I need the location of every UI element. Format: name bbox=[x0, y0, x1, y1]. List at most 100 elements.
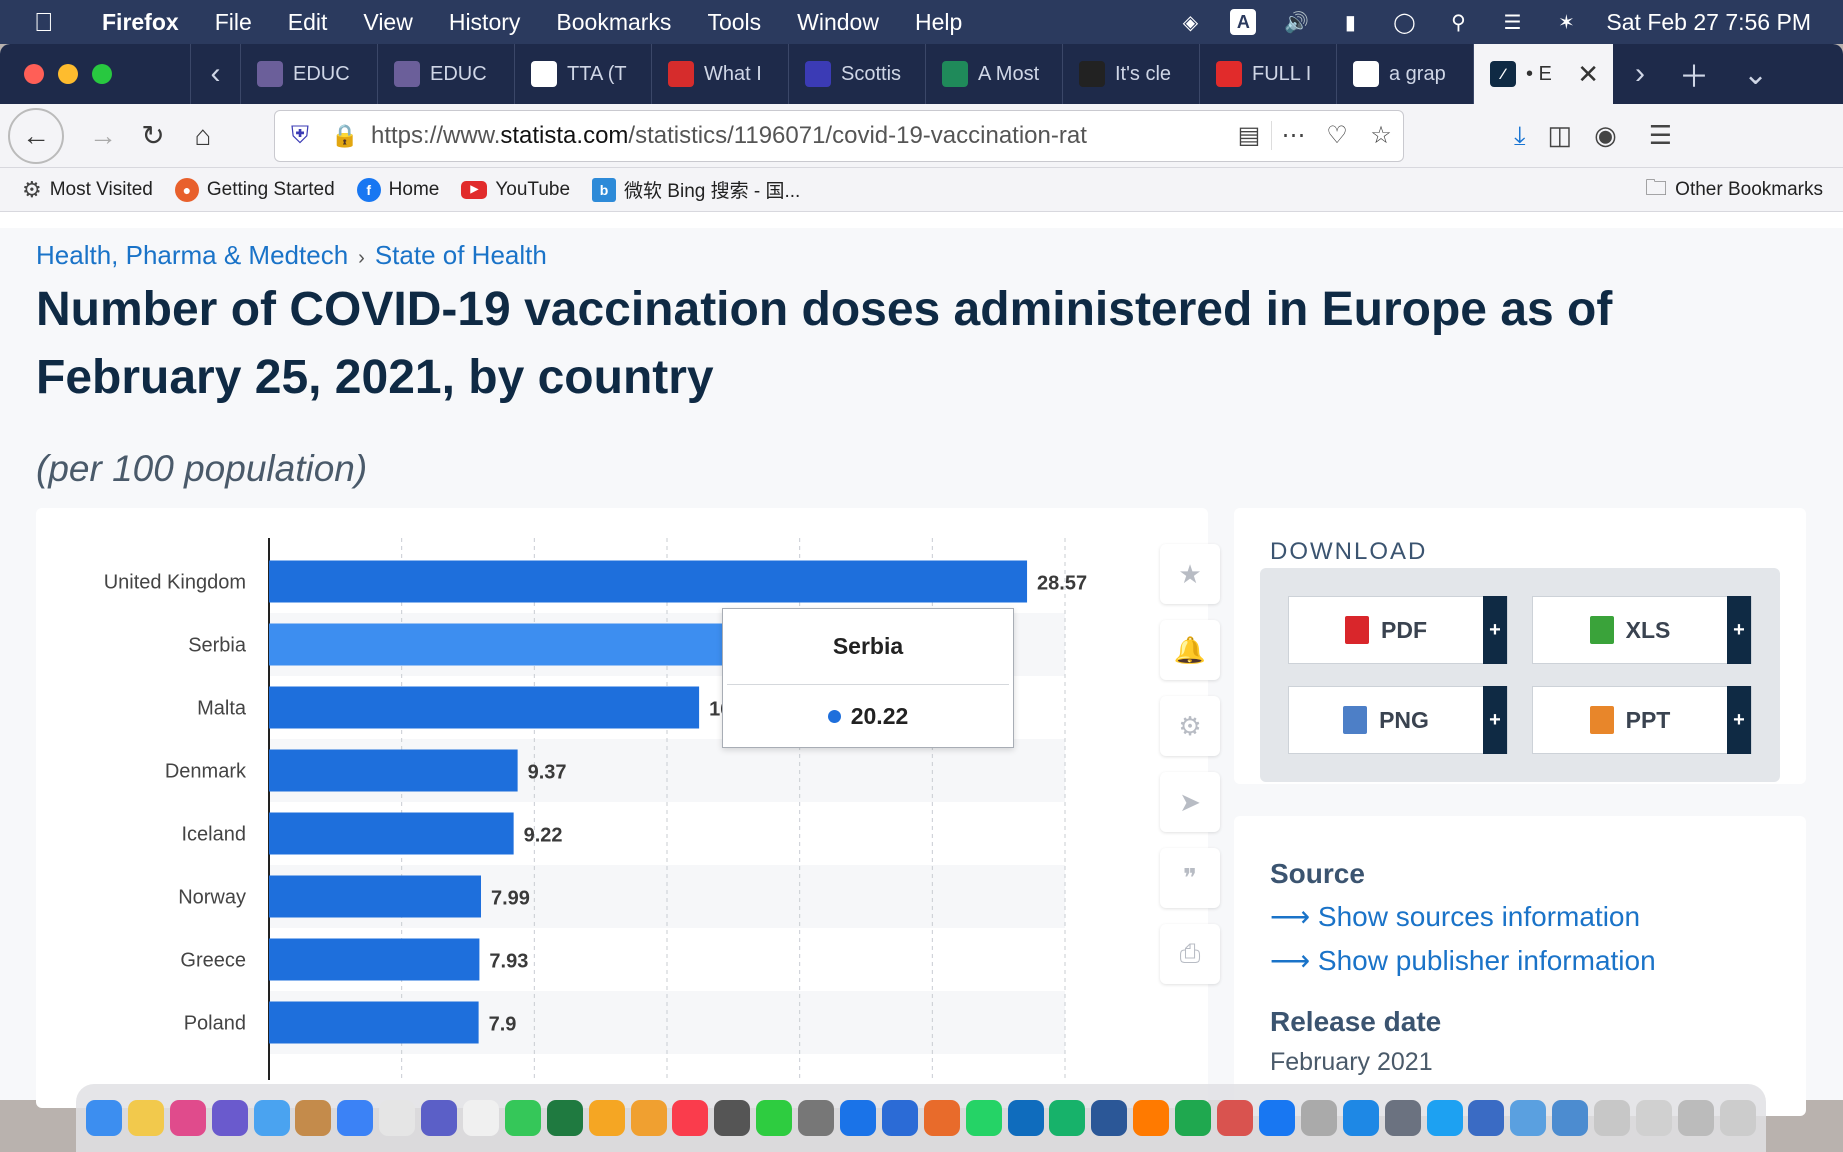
dock-app-icon[interactable] bbox=[1384, 1100, 1421, 1136]
dock-app-icon[interactable] bbox=[1175, 1100, 1212, 1136]
bar-iceland[interactable] bbox=[269, 812, 514, 855]
bar-serbia[interactable] bbox=[269, 623, 806, 666]
dock-app-icon[interactable] bbox=[1091, 1100, 1128, 1136]
siri-icon[interactable]: ✶ bbox=[1558, 11, 1575, 34]
list-all-tabs-icon[interactable]: ⌄ bbox=[1743, 57, 1769, 91]
bookmark-youtube[interactable]: ▶ YouTube bbox=[461, 179, 570, 201]
dock-app-icon[interactable] bbox=[965, 1100, 1002, 1136]
tab-5[interactable]: A Most bbox=[925, 44, 1062, 104]
new-tab-icon[interactable]: ＋ bbox=[1679, 61, 1709, 94]
dock-app-icon[interactable] bbox=[840, 1100, 877, 1136]
hamburger-menu-icon[interactable]: ☰ bbox=[1648, 120, 1673, 150]
bar-chart[interactable]: United Kingdom28.57SerbiaMalta16.21Denma… bbox=[36, 508, 1136, 1080]
menu-window[interactable]: Window bbox=[797, 8, 879, 35]
tab-6[interactable]: It's cle bbox=[1062, 44, 1199, 104]
dock-app-icon[interactable] bbox=[1468, 1100, 1505, 1136]
bookmark-most-visited[interactable]: ⚙ Most Visited bbox=[22, 176, 153, 202]
sidebar-toggle-icon[interactable]: ◫ bbox=[1547, 120, 1573, 150]
xls-plus-icon[interactable]: + bbox=[1727, 596, 1751, 664]
favorite-star-icon[interactable]: ★ bbox=[1160, 544, 1220, 604]
pocket-icon[interactable]: ♡ bbox=[1326, 122, 1348, 149]
notification-bell-icon[interactable]: 🔔 bbox=[1160, 620, 1220, 680]
dock-app-icon[interactable] bbox=[1426, 1100, 1463, 1136]
dock-app-icon[interactable] bbox=[1594, 1100, 1631, 1136]
pdf-plus-icon[interactable]: + bbox=[1483, 596, 1507, 664]
reader-view-icon[interactable]: ▤ bbox=[1237, 122, 1261, 149]
dock-app-icon[interactable] bbox=[169, 1100, 206, 1136]
tab-7[interactable]: FULL I bbox=[1199, 44, 1336, 104]
dock-app-icon[interactable] bbox=[127, 1100, 164, 1136]
bookmark-star-icon[interactable]: ☆ bbox=[1370, 122, 1392, 149]
menu-history[interactable]: History bbox=[448, 8, 521, 35]
dock-app-icon[interactable] bbox=[86, 1100, 122, 1136]
bar-malta[interactable] bbox=[269, 686, 700, 729]
url-bar[interactable]: ⛨ 🔒 https://www.statista.com/statistics/… bbox=[274, 109, 1404, 162]
tab-4[interactable]: Scottis bbox=[788, 44, 925, 104]
tab-0[interactable]: EDUC bbox=[240, 44, 377, 104]
tab-3[interactable]: What I bbox=[651, 44, 788, 104]
tab-2[interactable]: TTA (T bbox=[514, 44, 651, 104]
dock-app-icon[interactable] bbox=[1300, 1100, 1337, 1136]
settings-gear-icon[interactable]: ⚙ bbox=[1160, 696, 1220, 756]
minimize-window-icon[interactable] bbox=[58, 64, 78, 84]
spotlight-search-icon[interactable]: ⚲ bbox=[1451, 11, 1466, 34]
apple-icon[interactable]:  bbox=[34, 7, 82, 38]
page-actions-icon[interactable]: ⋯ bbox=[1271, 121, 1315, 150]
dock-app-icon[interactable] bbox=[672, 1100, 709, 1136]
dock-app-icon[interactable] bbox=[881, 1100, 918, 1136]
dock-app-icon[interactable] bbox=[1258, 1100, 1295, 1136]
battery-icon[interactable]: ▮ bbox=[1344, 11, 1356, 34]
show-sources-link[interactable]: ⟶ Show sources information bbox=[1270, 901, 1641, 932]
control-center-icon[interactable]: ☰ bbox=[1503, 11, 1522, 34]
dock-app-icon[interactable] bbox=[588, 1100, 625, 1136]
print-icon[interactable]: ⎙ bbox=[1160, 924, 1220, 984]
breadcrumb-state-of-health[interactable]: State of Health bbox=[374, 240, 547, 270]
dock-app-icon[interactable] bbox=[504, 1100, 541, 1136]
share-icon[interactable]: ➤ bbox=[1160, 772, 1220, 832]
menu-bookmarks[interactable]: Bookmarks bbox=[556, 8, 672, 35]
download-xls-button[interactable]: XLS + bbox=[1532, 596, 1752, 664]
close-tab-icon[interactable]: ✕ bbox=[1577, 58, 1599, 89]
citation-quote-icon[interactable]: ❞ bbox=[1160, 848, 1220, 908]
input-source-icon[interactable]: A bbox=[1230, 9, 1257, 35]
tab-1[interactable]: EDUC bbox=[377, 44, 514, 104]
dock-app-icon[interactable] bbox=[1217, 1100, 1254, 1136]
dock-app-icon[interactable] bbox=[1049, 1100, 1086, 1136]
breadcrumb-health[interactable]: Health, Pharma & Medtech bbox=[36, 240, 349, 270]
dock-app-icon[interactable] bbox=[337, 1100, 374, 1136]
url-text[interactable]: https://www.statista.com/statistics/1196… bbox=[371, 121, 1087, 149]
menu-view[interactable]: View bbox=[363, 8, 413, 35]
zoom-window-icon[interactable] bbox=[92, 64, 112, 84]
bar-united-kingdom[interactable] bbox=[269, 560, 1028, 603]
dock-app-icon[interactable] bbox=[1552, 1100, 1589, 1136]
menu-tools[interactable]: Tools bbox=[707, 8, 762, 35]
dock-app-icon[interactable] bbox=[1635, 1100, 1672, 1136]
bar-denmark[interactable] bbox=[269, 749, 518, 792]
dock-app-icon[interactable] bbox=[923, 1100, 960, 1136]
download-png-button[interactable]: PNG + bbox=[1288, 686, 1508, 754]
ppt-plus-icon[interactable]: + bbox=[1727, 686, 1751, 754]
reload-button[interactable]: ↻ bbox=[141, 120, 165, 151]
png-plus-icon[interactable]: + bbox=[1483, 686, 1507, 754]
tab-active[interactable]: ∕ • E ✕ bbox=[1473, 44, 1613, 104]
bookmark-other[interactable]: 🗀 Other Bookmarks bbox=[1645, 171, 1823, 209]
dock-app-icon[interactable] bbox=[630, 1100, 667, 1136]
show-publisher-link[interactable]: ⟶ Show publisher information bbox=[1270, 945, 1656, 976]
volume-icon[interactable]: 🔊 bbox=[1283, 11, 1309, 34]
download-pdf-button[interactable]: PDF + bbox=[1288, 596, 1508, 664]
dock-app-icon[interactable] bbox=[714, 1100, 751, 1136]
evernote-icon[interactable]: ◈ bbox=[1182, 11, 1199, 34]
back-button[interactable]: ← bbox=[8, 107, 64, 164]
tab-8[interactable]: a grap bbox=[1336, 44, 1473, 104]
bookmark-bing[interactable]: b 微软 Bing 搜索 - 国... bbox=[592, 176, 800, 203]
dock-app-icon[interactable] bbox=[756, 1100, 793, 1136]
bar-greece[interactable] bbox=[269, 938, 480, 981]
dock-app-icon[interactable] bbox=[253, 1100, 290, 1136]
dock-app-icon[interactable] bbox=[295, 1100, 332, 1136]
tabs-scroll-left-icon[interactable]: ‹ bbox=[190, 44, 240, 104]
menu-edit[interactable]: Edit bbox=[287, 8, 328, 35]
downloads-icon[interactable]: ⤓ bbox=[1514, 119, 1526, 150]
dock-app-icon[interactable] bbox=[1510, 1100, 1547, 1136]
download-ppt-button[interactable]: PPT + bbox=[1532, 686, 1752, 754]
bookmark-home[interactable]: f Home bbox=[356, 177, 439, 202]
